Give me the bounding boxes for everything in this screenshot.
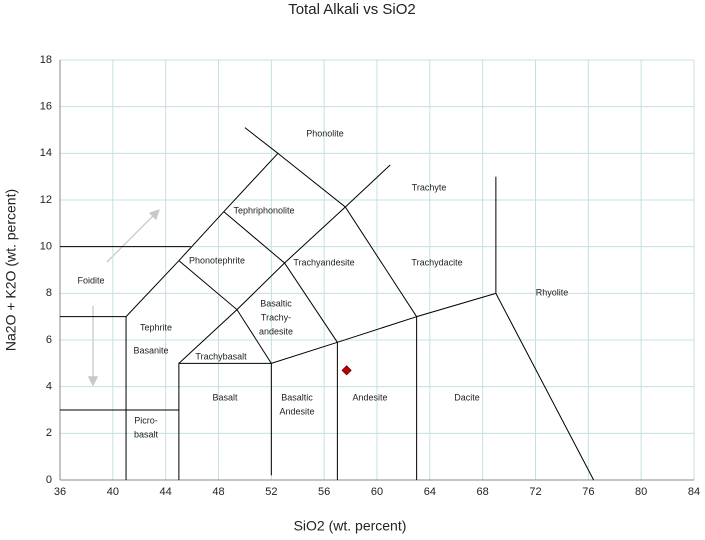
x-tick-label: 64 — [424, 486, 436, 498]
region-label: Trachy- — [261, 312, 291, 322]
region-label: Picro- — [134, 415, 158, 425]
region-label: Basalt — [212, 392, 238, 402]
region-label: Basaltic — [260, 298, 292, 308]
region-label: Trachyandesite — [293, 257, 354, 267]
boundary-line — [125, 127, 279, 480]
y-tick-label: 0 — [46, 474, 52, 486]
x-tick-label: 56 — [318, 486, 330, 498]
region-label: Rhyolite — [536, 287, 569, 297]
y-tick-label: 14 — [40, 147, 52, 159]
x-tick-label: 68 — [477, 486, 489, 498]
region-label: Phonolite — [306, 128, 344, 138]
boundary-line — [277, 152, 595, 481]
region-label: Foidite — [77, 275, 104, 285]
region-label: Trachydacite — [411, 257, 462, 267]
x-tick-label: 44 — [160, 486, 172, 498]
region-label: basalt — [134, 429, 159, 439]
x-tick-label: 84 — [688, 486, 700, 498]
region-label: Tephriphonolite — [233, 205, 294, 215]
x-tick-label: 52 — [265, 486, 277, 498]
region-label: Basanite — [133, 345, 168, 355]
region-label: Basaltic — [281, 392, 313, 402]
chart-title: Total Alkali vs SiO2 — [288, 1, 416, 18]
y-tick-label: 10 — [40, 241, 52, 253]
y-tick-label: 2 — [46, 427, 52, 439]
y-tick-label: 4 — [46, 381, 52, 393]
y-tick-label: 12 — [40, 194, 52, 206]
region-label: Phonotephrite — [189, 255, 245, 265]
arrow — [106, 209, 160, 263]
boundary-line — [344, 164, 391, 208]
region-label: andesite — [259, 326, 293, 336]
y-tick-label: 8 — [46, 287, 52, 299]
boundary-line — [223, 211, 338, 343]
x-tick-label: 48 — [212, 486, 224, 498]
x-tick-label: 40 — [107, 486, 119, 498]
region-label: Trachyte — [412, 182, 447, 192]
y-axis-title: Na2O + K2O (wt. percent) — [3, 189, 19, 351]
region-label: Trachybasalt — [195, 351, 247, 361]
y-tick-label: 16 — [40, 101, 52, 113]
x-tick-label: 80 — [635, 486, 647, 498]
x-tick-label: 60 — [371, 486, 383, 498]
x-tick-label: 76 — [582, 486, 594, 498]
region-label: Dacite — [454, 392, 480, 402]
region-label: Tephrite — [140, 322, 172, 332]
y-tick-label: 18 — [40, 54, 52, 66]
x-tick-label: 72 — [529, 486, 541, 498]
x-tick-label: 36 — [54, 486, 66, 498]
x-axis-title: SiO2 (wt. percent) — [294, 518, 407, 534]
region-label: Andesite — [279, 406, 314, 416]
region-label: Andesite — [352, 392, 387, 402]
boundary-line — [178, 260, 272, 364]
data-point — [341, 365, 352, 376]
boundary-line — [178, 206, 346, 364]
y-tick-label: 6 — [46, 334, 52, 346]
